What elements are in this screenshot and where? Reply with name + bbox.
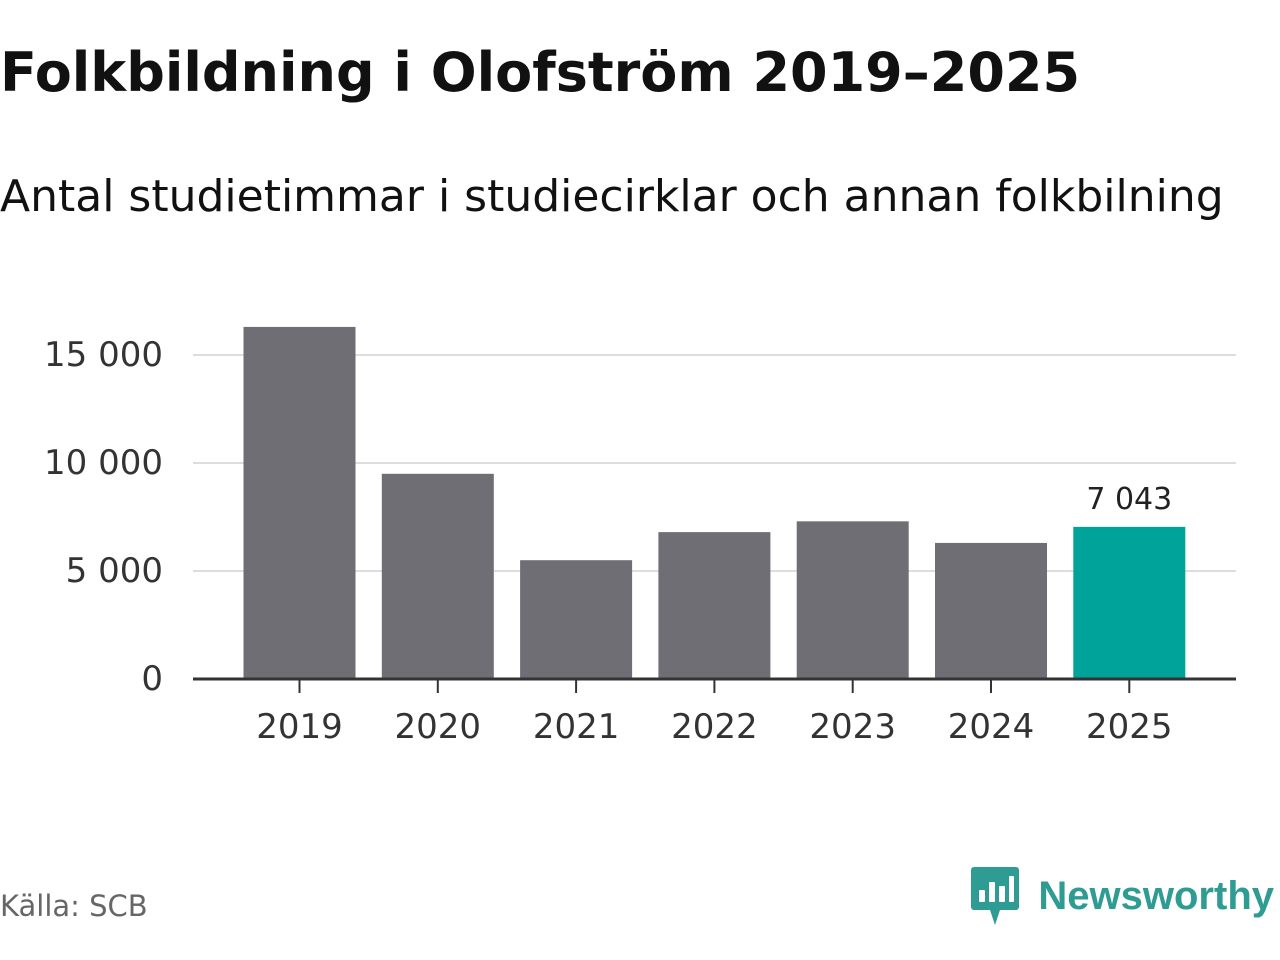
x-axis [193, 677, 1236, 693]
x-tick-label: 2019 [256, 707, 343, 747]
newsworthy-chart-icon [971, 867, 1020, 925]
bar-2020 [381, 473, 494, 679]
bar-2023 [796, 521, 909, 679]
chart-title: Folkbildning i Olofström 2019–2025 [0, 41, 1081, 104]
x-tick-label: 2020 [395, 707, 482, 747]
bar-2025 [1073, 526, 1186, 679]
x-tick-label: 2025 [1086, 707, 1173, 747]
x-axis-tick-labels: 2019 2020 2021 2022 2023 2024 2025 [256, 707, 1172, 747]
x-tick-label: 2022 [671, 707, 758, 747]
y-tick-label: 10 000 [44, 443, 163, 483]
bar-2021 [520, 560, 633, 679]
brand-name: Newsworthy [1038, 874, 1274, 918]
bar-2024 [935, 542, 1047, 679]
y-tick-label: 5 000 [66, 551, 163, 591]
x-tick-label: 2024 [948, 707, 1035, 747]
data-label: 7 043 [1086, 482, 1172, 517]
source-note: Källa: SCB [0, 889, 148, 923]
data-labels: 7 043 [1086, 482, 1172, 517]
x-tick-label: 2021 [533, 707, 620, 747]
y-tick-label: 0 [141, 659, 163, 699]
bars [243, 326, 1186, 679]
y-tick-label: 15 000 [44, 335, 163, 375]
y-axis-tick-labels: 0 5 000 10 000 15 000 [44, 335, 163, 699]
bar-2022 [658, 532, 771, 679]
x-tick-label: 2023 [809, 707, 896, 747]
bar-2019 [243, 326, 356, 679]
brand-logo: Newsworthy [970, 864, 1274, 928]
chart-subtitle: Antal studietimmar i studiecirklar och a… [0, 171, 1224, 222]
